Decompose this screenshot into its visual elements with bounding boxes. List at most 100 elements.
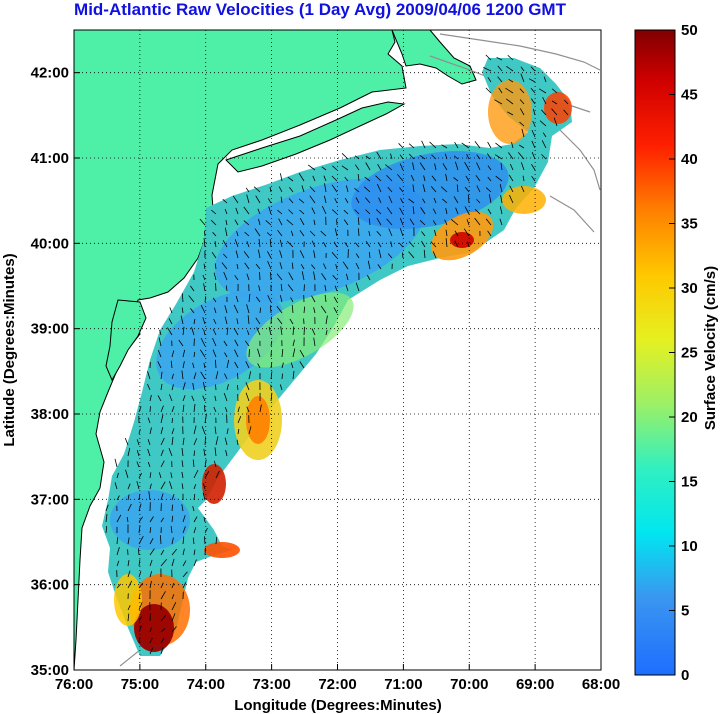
colorbar-tick-label: 45 <box>681 87 698 104</box>
velocity-vector <box>453 155 459 160</box>
velocity-vector <box>215 371 219 380</box>
velocity-vector <box>138 472 143 479</box>
velocity-vector <box>445 229 448 237</box>
velocity-vector <box>509 185 514 193</box>
velocity-vector <box>453 196 459 204</box>
velocity-vector <box>160 637 165 644</box>
velocity-vector <box>221 262 228 270</box>
velocity-vector <box>551 100 558 105</box>
velocity-vector <box>388 228 393 237</box>
velocity-vector <box>421 240 426 248</box>
velocity-vector <box>235 207 239 215</box>
velocity-vector <box>138 516 143 523</box>
velocity-vector <box>289 187 294 193</box>
velocity-vector <box>419 162 426 171</box>
velocity-vector <box>181 471 184 479</box>
velocity-vector <box>213 318 217 325</box>
velocity-vector <box>309 195 316 204</box>
velocity-vector <box>467 194 470 204</box>
velocity-vector <box>434 229 437 237</box>
velocity-vector <box>331 252 338 259</box>
velocity-vector <box>419 154 426 160</box>
velocity-vector <box>149 538 154 545</box>
velocity-vector <box>445 208 448 215</box>
velocity-vector <box>181 293 184 303</box>
land-delmarva <box>105 299 147 382</box>
velocity-vector <box>200 371 206 380</box>
velocity-vector <box>204 436 206 446</box>
velocity-vector <box>399 218 404 226</box>
velocity-vector <box>508 174 514 182</box>
velocity-vector <box>499 218 503 226</box>
velocity-vector <box>495 175 503 182</box>
velocity-vector <box>299 361 305 369</box>
velocity-vector <box>320 305 327 314</box>
velocity-vector <box>136 439 140 446</box>
velocity-vector <box>505 87 514 94</box>
velocity-vector <box>226 359 230 369</box>
x-tick-label: 74:00 <box>187 676 225 693</box>
velocity-vector <box>321 273 327 281</box>
colorbar-label: Surface Velocity (cm/s) <box>702 266 719 430</box>
velocity-vector <box>287 284 294 292</box>
velocity-vectors <box>105 54 569 655</box>
velocity-vector <box>378 249 382 259</box>
velocity-vector <box>539 120 547 127</box>
velocity-vector <box>202 492 206 501</box>
velocity-vector <box>386 175 393 182</box>
velocity-vector <box>182 361 185 369</box>
colorbar-tick-label: 35 <box>681 216 698 233</box>
velocity-vector <box>387 186 393 193</box>
velocity-vector <box>246 330 250 336</box>
velocity-vector <box>223 253 228 259</box>
x-axis: 76:00 75:00 74:00 73:00 72:00 71:00 70:00 69:00… <box>55 664 620 693</box>
velocity-vector <box>270 305 272 314</box>
velocity-vector <box>519 108 525 116</box>
velocity-vector <box>178 339 184 347</box>
velocity-high-zone-center-core <box>246 396 270 444</box>
velocity-vector <box>160 493 164 501</box>
velocity-vector <box>511 142 514 149</box>
velocity-mid-zone-west <box>114 574 142 626</box>
velocity-vector <box>268 206 272 215</box>
velocity-vector <box>246 273 250 281</box>
velocity-vector <box>333 307 338 314</box>
velocity-vector <box>232 195 239 204</box>
velocity-vector <box>211 251 217 259</box>
velocity-vector <box>422 198 426 204</box>
velocity-vector <box>237 406 240 413</box>
velocity-vector <box>116 514 122 523</box>
velocity-vector <box>267 295 272 303</box>
velocity-vector <box>259 271 261 281</box>
velocity-vector <box>224 437 228 446</box>
velocity-vector <box>483 67 492 72</box>
velocity-vector <box>236 318 239 325</box>
velocity-vector <box>325 330 328 336</box>
velocity-vector <box>222 240 228 248</box>
velocity-vector <box>291 262 294 270</box>
velocity-vector <box>530 98 536 105</box>
velocity-vector <box>171 493 175 501</box>
velocity-vector <box>193 372 197 380</box>
velocity-vector <box>399 228 404 237</box>
velocity-vector <box>160 449 164 457</box>
velocity-vector <box>279 384 283 391</box>
velocity-low-zone-4 <box>110 490 190 550</box>
velocity-vector <box>171 582 175 589</box>
velocity-vector <box>485 87 492 94</box>
velocity-vector <box>279 239 283 248</box>
velocity-vector <box>288 198 294 204</box>
velocity-vector <box>244 262 250 270</box>
velocity-vector <box>203 238 206 248</box>
velocity-vector <box>290 362 294 369</box>
velocity-vector <box>312 175 316 182</box>
velocity-vector <box>276 273 283 281</box>
velocity-vector <box>127 503 132 512</box>
velocity-vector <box>160 383 163 391</box>
velocity-vector <box>127 613 130 622</box>
velocity-vector <box>245 392 250 402</box>
velocity-vector <box>375 209 382 215</box>
velocity-vector <box>444 219 448 226</box>
velocity-vector <box>270 362 273 369</box>
velocity-vector <box>280 283 283 292</box>
